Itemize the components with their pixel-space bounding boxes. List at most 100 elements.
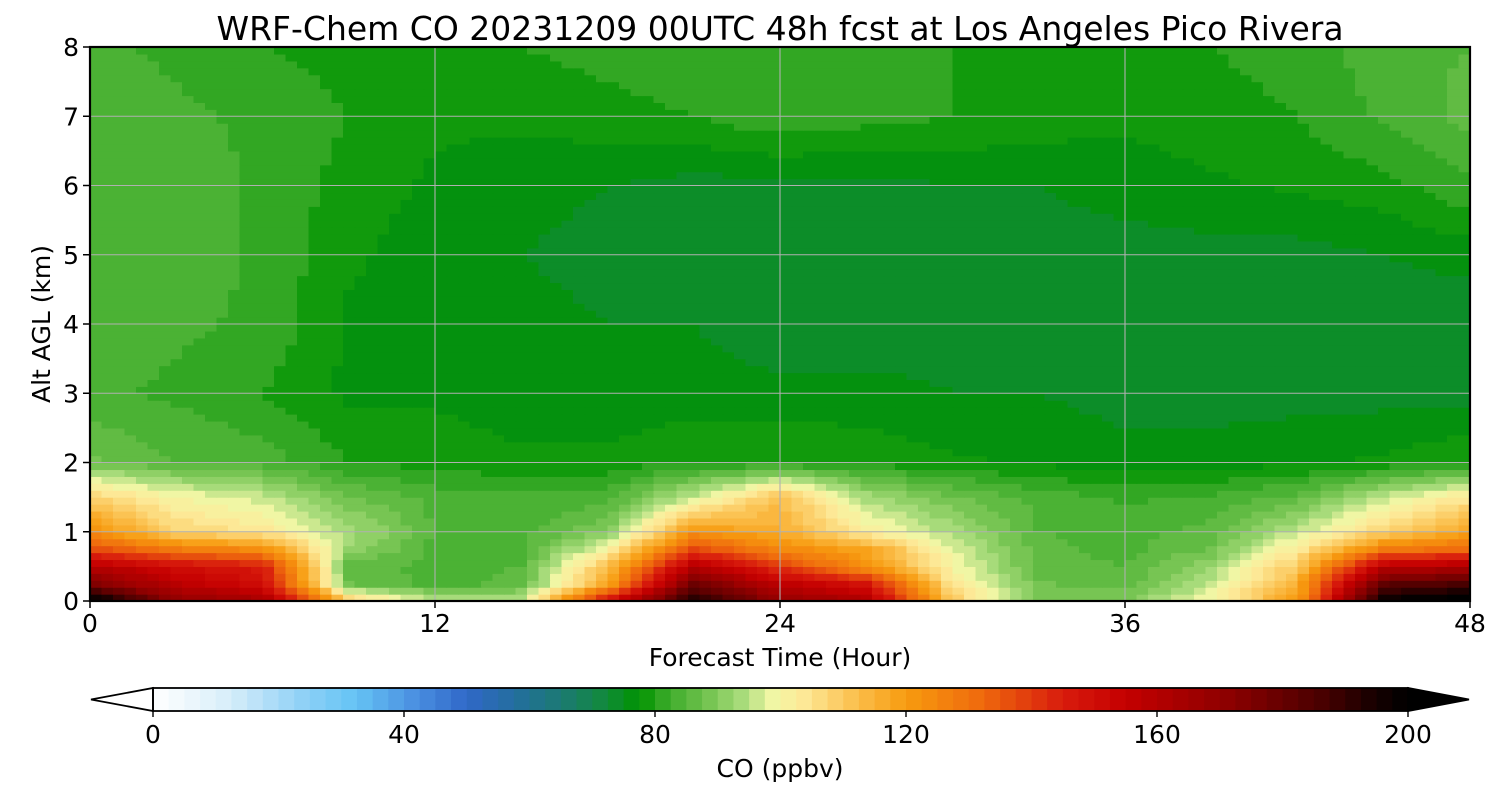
heatmap-cell [1309,379,1322,387]
heatmap-cell [1251,365,1264,374]
heatmap-cell [205,379,218,387]
heatmap-cell [515,400,528,408]
heatmap-cell [964,317,977,325]
heatmap-cell [814,310,827,318]
heatmap-cell [872,400,885,408]
heatmap-cell [1458,393,1471,401]
heatmap-cell [550,351,563,360]
heatmap-cell [1320,545,1333,554]
heatmap-cell [377,365,390,374]
heatmap-cell [895,531,908,540]
heatmap-cell [757,317,770,325]
heatmap-cell [872,448,885,457]
heatmap-cell [504,365,517,374]
heatmap-cell [504,490,517,498]
heatmap-cell [1435,365,1448,374]
heatmap-cell [113,351,126,360]
heatmap-cell [1010,504,1023,512]
heatmap-cell [274,358,287,367]
heatmap-cell [170,538,183,547]
heatmap-cell [596,310,609,318]
heatmap-cell [619,483,632,491]
heatmap-cell [1424,524,1437,533]
heatmap-cell [918,414,931,422]
heatmap-cell [745,587,758,595]
heatmap-cell [1021,566,1034,574]
heatmap-cell [929,434,942,443]
heatmap-cell [1435,351,1448,360]
heatmap-cell [1171,483,1184,491]
heatmap-cell [389,490,402,498]
heatmap-cell [1079,372,1092,380]
heatmap-cell [803,587,816,595]
heatmap-cell [101,386,114,394]
heatmap-cell [469,469,482,477]
heatmap-cell [113,330,126,339]
heatmap-cell [964,517,977,526]
heatmap-cell [780,531,793,540]
heatmap-cell [630,580,643,588]
heatmap-cell [1447,351,1460,360]
heatmap-cell [274,379,287,387]
heatmap-cell [1044,476,1057,484]
heatmap-cell [998,420,1011,429]
heatmap-cell [1067,594,1080,602]
heatmap-cell [998,455,1011,464]
heatmap-cell [170,358,183,367]
heatmap-cell [182,351,195,360]
heatmap-cell [998,517,1011,526]
heatmap-cell [469,594,482,602]
heatmap-cell [1182,420,1195,429]
heatmap-cell [1044,414,1057,422]
heatmap-cell [814,372,827,380]
heatmap-cell [596,455,609,464]
heatmap-cell [90,351,103,360]
heatmap-cell [584,434,597,443]
heatmap-cell [239,566,252,574]
heatmap-cell [343,545,356,554]
heatmap-cell [458,330,471,339]
heatmap-cell [826,372,839,380]
heatmap-cell [377,552,390,561]
heatmap-cell [504,434,517,443]
heatmap-cell [182,490,195,498]
heatmap-cell [952,310,965,318]
heatmap-cell [285,538,298,547]
heatmap-cell [90,434,103,443]
heatmap-cell [1182,483,1195,491]
heatmap-cell [1447,455,1460,464]
heatmap-cell [895,407,908,415]
heatmap-cell [1366,448,1379,457]
heatmap-cell [1113,517,1126,526]
heatmap-cell [1378,455,1391,464]
heatmap-cell [1309,330,1322,339]
heatmap-cell [1240,476,1253,484]
heatmap-cell [1090,379,1103,387]
heatmap-cell [285,407,298,415]
heatmap-cell [1044,358,1057,367]
heatmap-cell [745,427,758,436]
heatmap-cell [906,531,919,540]
heatmap-cell [998,538,1011,547]
heatmap-cell [1102,573,1115,581]
heatmap-cell [1378,400,1391,408]
heatmap-cell [251,510,264,519]
heatmap-cell [1435,490,1448,498]
heatmap-cell [780,434,793,443]
heatmap-cell [745,420,758,429]
heatmap-cell [1125,524,1138,533]
heatmap-cell [182,420,195,429]
heatmap-cell [320,448,333,457]
heatmap-cell [883,365,896,374]
heatmap-cell [803,351,816,360]
heatmap-cell [757,538,770,547]
heatmap-cell [607,434,620,443]
heatmap-cell [711,545,724,554]
heatmap-cell [619,462,632,471]
heatmap-cell [596,476,609,484]
heatmap-cell [906,566,919,574]
heatmap-cell [1056,427,1069,436]
heatmap-cell [1136,524,1149,533]
heatmap-cell [159,552,172,561]
heatmap-cell [1010,407,1023,415]
